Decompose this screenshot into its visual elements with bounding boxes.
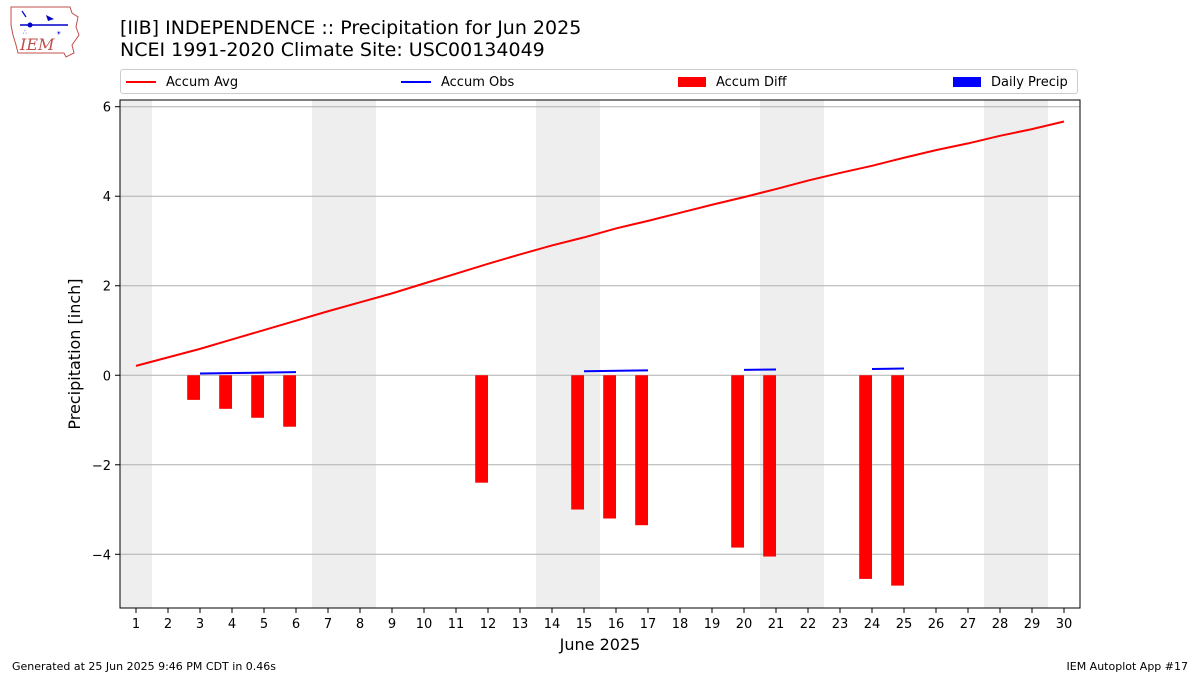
weekend-shade-0 — [120, 100, 152, 608]
accum-diff-bar — [859, 375, 872, 579]
x-tick-label: 26 — [928, 617, 945, 632]
x-tick-label: 23 — [832, 617, 849, 632]
x-tick-label: 9 — [388, 617, 396, 632]
x-tick-label: 22 — [800, 617, 817, 632]
x-tick-label: 17 — [640, 617, 657, 632]
x-tick-label: 14 — [544, 617, 561, 632]
y-tick-label: 4 — [103, 190, 111, 205]
y-tick-label: −2 — [92, 459, 111, 474]
x-tick-label: 4 — [228, 617, 236, 632]
legend-label-accum-diff: Accum Diff — [716, 74, 787, 90]
logo-text: IEM — [19, 35, 55, 54]
accum-diff-bar — [891, 375, 904, 586]
svg-text:☀: ☀ — [56, 30, 62, 37]
legend-label-accum-obs: Accum Obs — [441, 74, 515, 90]
x-axis: 1 2 3 4 5 6 7 8 9 10 11 12 13 14 15 16 17 18 19 20 21 22 23 24 2… — [132, 608, 1072, 632]
app-credit: IEM Autoplot App #17 — [1066, 660, 1189, 673]
x-tick-label: 7 — [324, 617, 332, 632]
x-tick-label: 19 — [704, 617, 721, 632]
weekend-shade-4 — [984, 100, 1048, 608]
legend: Accum Avg Accum Obs Accum Diff Daily Pre… — [120, 69, 1078, 94]
x-tick-label: 8 — [356, 617, 364, 632]
legend-item-daily-precip: Daily Precip — [953, 73, 1068, 91]
y-axis-label: Precipitation [inch] — [65, 278, 84, 429]
weekend-shade-2 — [536, 100, 600, 608]
accum-diff-bars — [187, 375, 904, 586]
x-tick-label: 6 — [292, 617, 300, 632]
generated-timestamp: Generated at 25 Jun 2025 9:46 PM CDT in … — [12, 660, 277, 673]
legend-swatch-accum-obs — [401, 81, 431, 83]
x-tick-label: 11 — [448, 617, 465, 632]
accum-diff-bar — [731, 375, 744, 548]
weekend-shading — [120, 100, 1048, 608]
x-tick-label: 13 — [512, 617, 529, 632]
svg-text:∴: ∴ — [23, 29, 27, 36]
grid-lines — [120, 106, 1080, 555]
x-tick-label: 3 — [196, 617, 204, 632]
legend-item-accum-obs: Accum Obs — [401, 73, 514, 91]
accum-diff-bar — [763, 375, 776, 557]
y-tick-label: 0 — [103, 369, 111, 384]
accum-diff-bar — [635, 375, 648, 526]
x-tick-label: 18 — [672, 617, 689, 632]
chart-subtitle: NCEI 1991-2020 Climate Site: USC00134049 — [120, 39, 545, 61]
plot-frame — [119, 99, 1081, 609]
x-tick-label: 5 — [260, 617, 268, 632]
x-tick-label: 25 — [896, 617, 913, 632]
accum-obs-line — [583, 369, 649, 373]
x-tick-label: 2 — [164, 617, 172, 632]
x-tick-label: 29 — [1024, 617, 1041, 632]
x-axis-label: June 2025 — [559, 635, 641, 654]
accum-diff-bar — [571, 375, 584, 510]
legend-swatch-accum-avg — [126, 81, 156, 83]
y-tick-label: 2 — [103, 280, 111, 295]
accum-avg-line — [135, 120, 1065, 367]
x-tick-label: 28 — [992, 617, 1009, 632]
legend-label-daily-precip: Daily Precip — [991, 74, 1068, 90]
x-tick-label: 20 — [736, 617, 753, 632]
accum-diff-bar — [219, 375, 232, 409]
x-tick-label: 15 — [576, 617, 593, 632]
x-tick-label: 24 — [864, 617, 881, 632]
legend-item-accum-diff: Accum Diff — [678, 73, 787, 91]
legend-swatch-accum-diff — [678, 77, 706, 87]
legend-label-accum-avg: Accum Avg — [166, 74, 239, 90]
accum-diff-bar — [283, 375, 296, 427]
iem-iowa-logo-icon: ∴ ☀ — [10, 6, 80, 58]
x-tick-label: 12 — [480, 617, 497, 632]
y-tick-label: 6 — [103, 101, 111, 116]
x-tick-label: 1 — [132, 617, 140, 632]
x-tick-label: 21 — [768, 617, 785, 632]
y-axis: −4 −2 0 2 4 6 — [92, 101, 120, 563]
x-tick-label: 16 — [608, 617, 625, 632]
series-lines — [135, 120, 1065, 375]
x-tick-label: 10 — [416, 617, 433, 632]
accum-diff-bar — [603, 375, 616, 519]
y-tick-label: −4 — [92, 548, 111, 563]
x-tick-label: 27 — [960, 617, 977, 632]
iem-logo: ∴ ☀ IEM — [10, 6, 80, 58]
accum-diff-bar — [251, 375, 264, 418]
accum-obs-line — [199, 371, 297, 375]
accum-diff-bar — [475, 375, 488, 483]
weekend-shade-1 — [312, 100, 376, 608]
legend-swatch-daily-precip — [953, 77, 981, 87]
chart-title: [IIB] INDEPENDENCE :: Precipitation for … — [120, 17, 582, 39]
accum-diff-bar — [187, 375, 200, 400]
x-tick-label: 30 — [1056, 617, 1073, 632]
legend-item-accum-avg: Accum Avg — [126, 73, 238, 91]
